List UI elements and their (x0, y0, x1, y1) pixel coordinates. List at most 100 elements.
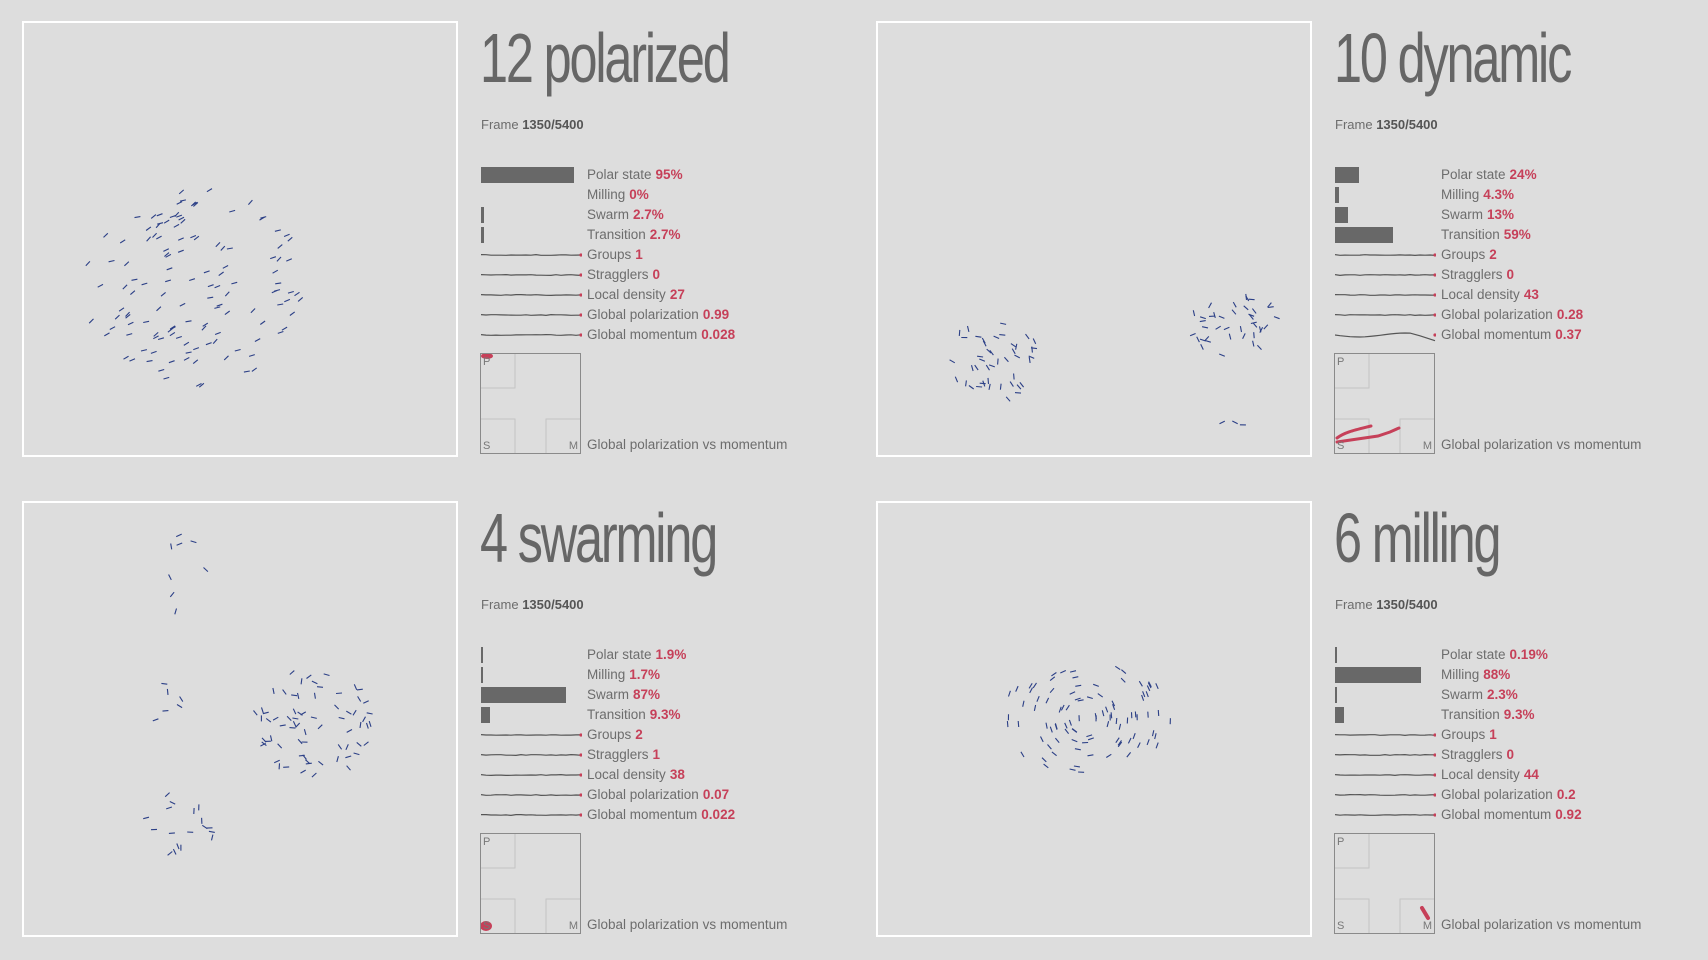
agent-mark (179, 696, 184, 702)
sparkline-path (1335, 294, 1436, 296)
agent-mark (1232, 420, 1238, 425)
agent-mark (1069, 691, 1076, 695)
agent-mark (1051, 751, 1057, 757)
agent-mark (224, 310, 231, 316)
agent-mark (158, 368, 165, 372)
agent-mark (1045, 722, 1048, 729)
state-bar-fill (481, 647, 483, 663)
agent-mark (294, 291, 300, 297)
sparkline-path (481, 773, 582, 777)
sparkline (1335, 273, 1436, 277)
metric-value: 1 (1489, 727, 1497, 742)
agent-mark (1015, 343, 1018, 350)
agent-mark (988, 383, 991, 390)
metric-name: Global polarization (587, 307, 699, 322)
agent-mark (195, 383, 202, 387)
metric-label: Polar state 95% (587, 167, 683, 183)
agent-mark (168, 360, 175, 364)
state-bar-fill (481, 167, 575, 183)
agent-mark (958, 329, 961, 336)
metric-label: Global momentum 0.028 (587, 327, 735, 343)
agent-mark (215, 242, 221, 248)
agent-mark (146, 236, 152, 242)
agent-mark (192, 359, 199, 365)
agent-mark (1028, 356, 1031, 363)
sparkline-path (481, 333, 582, 336)
agent-mark (1064, 728, 1070, 735)
agent-mark (265, 718, 272, 723)
metric-label: Stragglers 1 (587, 747, 660, 763)
agent-mark (170, 543, 173, 550)
pm-regions (1335, 354, 1434, 453)
simulation-canvas[interactable] (876, 501, 1312, 937)
agent-mark (172, 848, 177, 855)
agent-mark (987, 377, 990, 384)
agent-mark (284, 298, 291, 303)
agent-mark (1069, 768, 1076, 771)
metric-value: 1 (652, 747, 661, 762)
agent-mark (156, 306, 162, 312)
metric-name: Swarm (1441, 207, 1484, 222)
agent-mark (193, 347, 200, 351)
agent-mark (357, 696, 362, 702)
agent-mark (336, 756, 339, 763)
simulation-canvas[interactable] (22, 21, 458, 457)
agent-mark (140, 349, 148, 352)
pm-caption: Global polarization vs momentum (587, 437, 788, 452)
simulation-canvas[interactable] (22, 501, 458, 937)
state-bar-fill (1335, 687, 1338, 703)
metric-value: 0 (1506, 267, 1515, 282)
agent-mark (150, 214, 157, 219)
agent-mark (1117, 741, 1123, 748)
agent-mark (156, 213, 163, 217)
metric-value: 2.3% (1487, 687, 1518, 702)
sparkline (1335, 813, 1436, 817)
agent-mark (305, 762, 312, 765)
agent-mark (169, 801, 176, 805)
agent-mark (134, 216, 141, 219)
metric-label: Polar state 0.19% (1441, 647, 1548, 663)
agent-mark (282, 689, 287, 695)
state-bar (481, 667, 579, 683)
metric-name: Global momentum (1441, 327, 1552, 342)
metric-label: Local density 43 (1441, 287, 1539, 303)
agent-mark (1199, 316, 1206, 320)
agent-mark (292, 708, 297, 715)
agent-mark (1189, 332, 1196, 337)
agent-mark (254, 338, 261, 342)
agent-mark (1120, 677, 1126, 683)
metric-label: Transition 59% (1441, 227, 1531, 243)
metric-value: 0.028 (701, 327, 736, 342)
agent-mark (1243, 305, 1249, 311)
agent-mark (1251, 308, 1257, 314)
agent-mark (1097, 693, 1104, 698)
agent-mark (189, 278, 196, 282)
agent-mark (1259, 326, 1264, 333)
agent-mark (1111, 700, 1116, 707)
agent-mark (174, 608, 178, 615)
agent-mark (954, 376, 959, 383)
agent-mark (1154, 733, 1157, 740)
metric-label: Swarm 2.7% (587, 207, 664, 223)
sparkline (1335, 793, 1436, 797)
panel-1: 12 polarized Frame 1350/5400 Polar state 95… (0, 0, 850, 470)
agent-mark (1003, 356, 1009, 363)
agent-mark (1010, 343, 1017, 348)
agent-mark (156, 235, 162, 240)
agent-mark (346, 710, 352, 715)
sparkline-dot (1433, 793, 1436, 797)
agent-mark (192, 201, 198, 206)
simulation-canvas[interactable] (876, 21, 1312, 457)
agent-mark (1016, 384, 1022, 390)
panel-3: 4 swarming Frame 1350/5400 Polar state 1.9%… (0, 480, 850, 950)
metric-name: Global momentum (1441, 807, 1552, 822)
metric-label: Milling 4.3% (1441, 187, 1514, 203)
agent-mark (292, 721, 297, 727)
agent-mark (251, 367, 258, 372)
metric-value: 43 (1523, 287, 1539, 302)
agent-mark (224, 291, 230, 297)
agent-mark (988, 364, 995, 368)
state-bar-fill (1335, 647, 1337, 663)
agent-mark (173, 223, 180, 228)
sparkline-path (1335, 774, 1436, 777)
